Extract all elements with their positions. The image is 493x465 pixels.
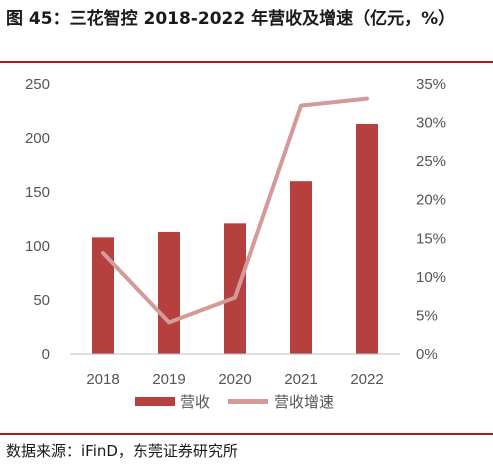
bottom-rule xyxy=(0,433,493,435)
legend-bar-label: 营收 xyxy=(180,393,210,411)
y-left-tick-label-5: 250 xyxy=(25,76,50,93)
chart-title: 图 45：三花智控 2018-2022 年营收及增速（亿元，%） xyxy=(6,9,456,29)
revenue-bar-2018 xyxy=(92,237,114,354)
y-right-tick-label-4: 20% xyxy=(416,192,446,209)
revenue-bar-2019 xyxy=(158,231,180,354)
legend-line-label: 营收增速 xyxy=(274,393,334,411)
x-tick-label-2020: 2020 xyxy=(218,371,251,388)
y-left-tick-label-3: 150 xyxy=(25,184,50,201)
x-tick-label-2022: 2022 xyxy=(350,371,383,388)
y-left-tick-label-1: 50 xyxy=(33,292,50,309)
y-right-tick-label-7: 35% xyxy=(416,76,446,93)
x-tick-label-2019: 2019 xyxy=(152,371,185,388)
revenue-bar-2021 xyxy=(290,181,312,354)
y-left-tick-label-0: 0 xyxy=(42,346,50,363)
revenue-bar-2020 xyxy=(224,223,246,354)
y-right-tick-label-2: 10% xyxy=(416,269,446,286)
y-left-tick-label-4: 200 xyxy=(25,130,50,147)
top-rule xyxy=(0,61,493,63)
x-tick-label-2021: 2021 xyxy=(284,371,317,388)
x-tick-label-2018: 2018 xyxy=(86,371,119,388)
y-right-tick-label-5: 25% xyxy=(416,153,446,170)
y-left-tick-label-2: 100 xyxy=(25,238,50,255)
legend-bar-swatch xyxy=(135,397,175,406)
y-right-tick-label-6: 30% xyxy=(416,115,446,132)
revenue-chart: 0 50 100 150 200 250 0% 5% 10% 15% 20% 25% 30% 35% 201… xyxy=(25,76,446,411)
source-note: 数据来源：iFinD，东莞证券研究所 xyxy=(6,442,238,460)
y-right-tick-label-1: 5% xyxy=(416,307,438,324)
y-right-tick-label-3: 15% xyxy=(416,230,446,247)
revenue-bar-2022 xyxy=(356,123,378,355)
y-right-tick-label-0: 0% xyxy=(416,346,438,363)
